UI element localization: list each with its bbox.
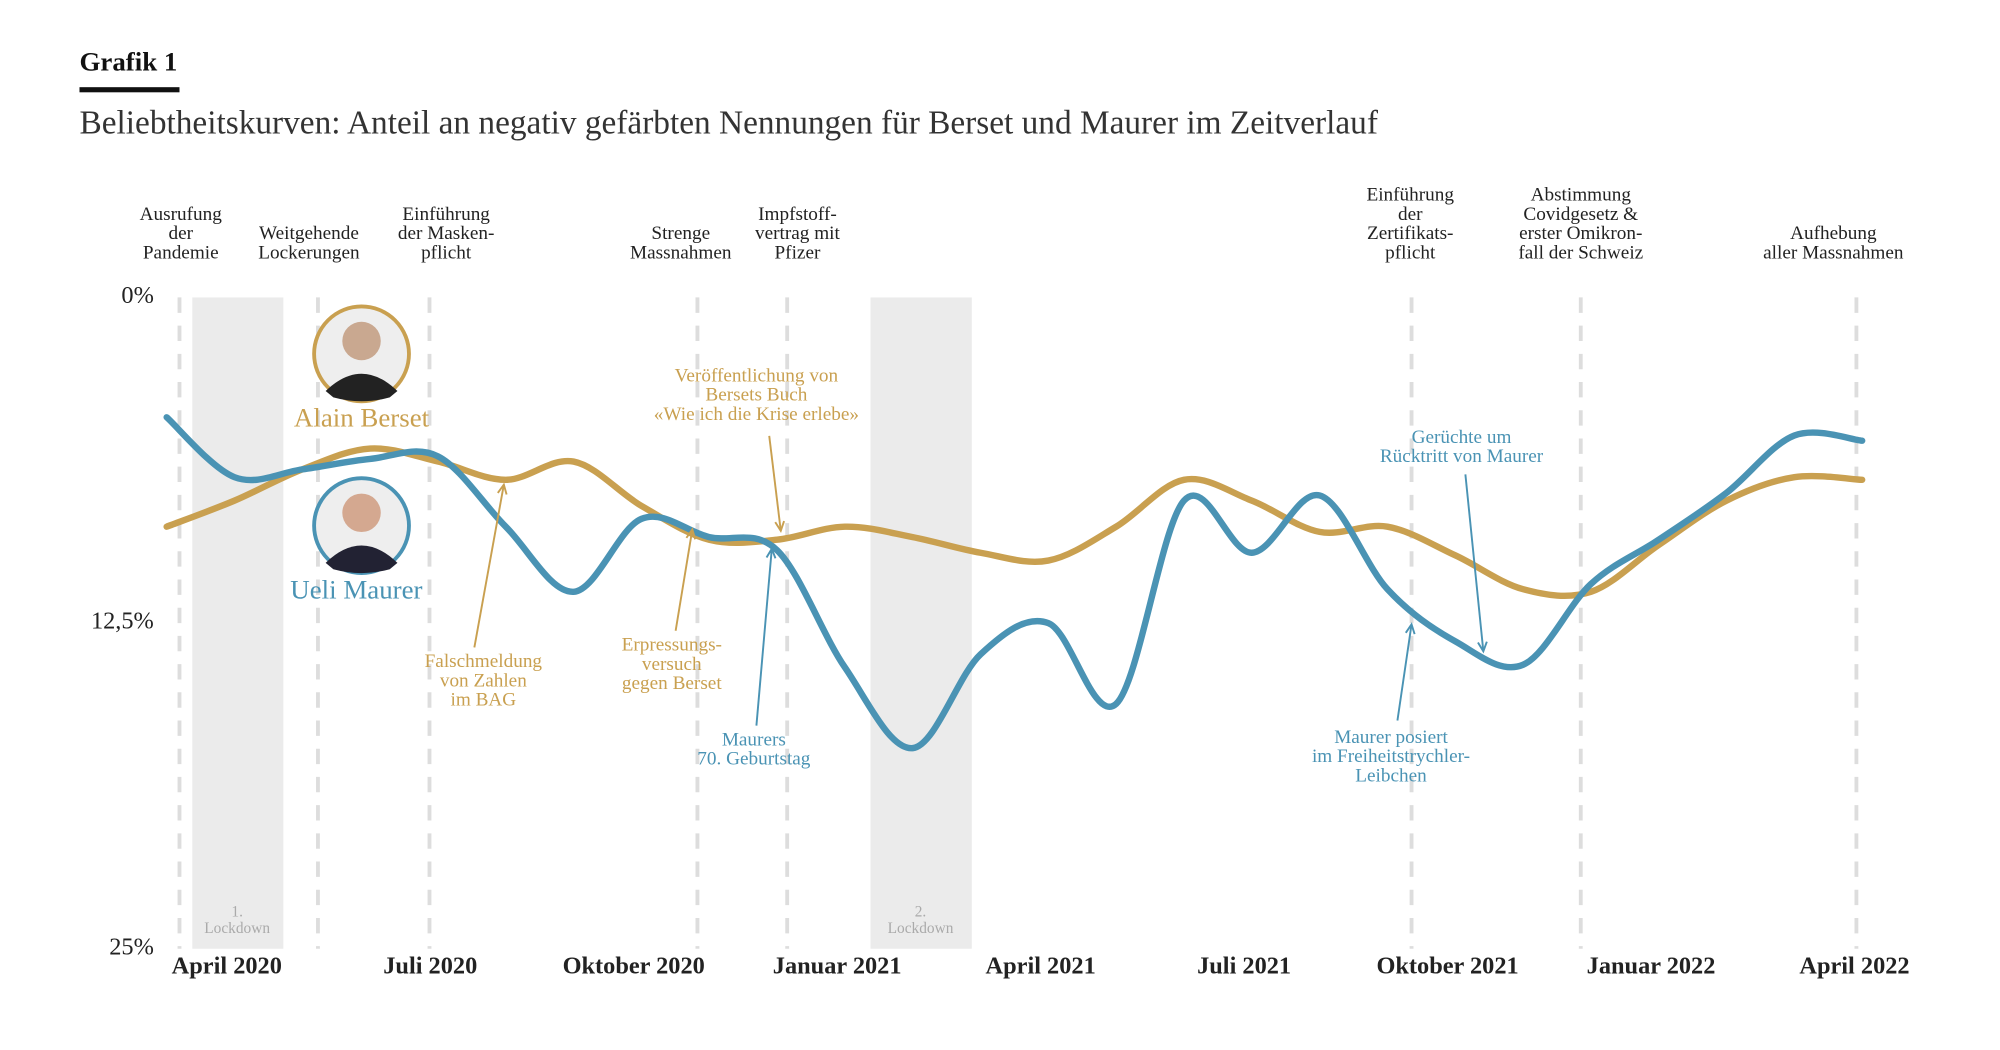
event-label: Ausrufung [140, 204, 223, 225]
annotation: Erpressungs- [622, 635, 722, 656]
arrow-head [1477, 641, 1488, 654]
portrait-maurer [312, 476, 411, 575]
event-label: der [1398, 204, 1423, 225]
event-label: Massnahmen [630, 242, 732, 263]
event-label: der [168, 223, 193, 244]
labels: AusrufungderPandemieWeitgehendeLockerung… [91, 185, 1910, 980]
lockdown-area [192, 297, 284, 949]
series-lines [163, 414, 1866, 752]
x-tick-label: April 2021 [986, 953, 1096, 980]
x-tick-label: Januar 2022 [1587, 953, 1716, 980]
annotation-arrow [674, 529, 694, 631]
event-label: fall der Schweiz [1518, 242, 1643, 263]
event-label: erster Omikron- [1519, 223, 1642, 244]
chart-title: Beliebtheitskurven: Anteil an negativ ge… [79, 104, 1378, 141]
arrow-head [685, 527, 697, 540]
annotation-arrow [473, 484, 505, 648]
annotation: versuch [642, 654, 702, 675]
event-label: der Masken- [398, 223, 495, 244]
annotation: Maurers [722, 729, 786, 750]
y-tick-label: 12,5% [91, 608, 154, 635]
annotation: 70. Geburtstag [697, 749, 811, 770]
annotation: im BAG [450, 690, 516, 711]
x-tick-label: April 2022 [1799, 953, 1909, 980]
label-underline [79, 87, 180, 93]
series-label: Ueli Maurer [290, 574, 422, 604]
annotation-arrow [768, 435, 782, 531]
event-label: Pandemie [143, 242, 219, 263]
annotation: Gerüchte um [1412, 427, 1512, 448]
event-label: Einführung [1366, 185, 1454, 206]
x-tick-label: April 2020 [172, 953, 282, 980]
arrow-head [497, 482, 508, 495]
event-label: Einführung [402, 204, 490, 225]
event-label: aller Massnahmen [1763, 242, 1904, 263]
annotation: von Zahlen [440, 670, 527, 691]
series-label: Alain Berset [294, 403, 430, 433]
annotation: Leibchen [1355, 765, 1427, 786]
event-label: Aufhebung [1790, 223, 1877, 244]
event-label: vertrag mit [755, 223, 841, 244]
arrow-head [765, 546, 777, 559]
event-label: pflicht [1385, 242, 1436, 263]
event-label: Pfizer [774, 242, 820, 263]
annotation: im Freiheitstrychler- [1312, 746, 1470, 767]
x-tick-label: Juli 2021 [1197, 953, 1291, 980]
annotation: Maurer posiert [1334, 727, 1448, 748]
event-label: Zertifikats- [1367, 223, 1453, 244]
event-lines [177, 297, 1859, 949]
event-label: Weitgehende [259, 223, 359, 244]
annotation: gegen Berset [622, 673, 722, 694]
annotation: Veröffentlichung von [675, 365, 839, 386]
annotation: Rücktritt von Maurer [1380, 446, 1544, 467]
arrow-head [774, 520, 785, 533]
annotation: Falschmeldung [425, 651, 543, 672]
x-tick-label: Juli 2020 [383, 953, 477, 980]
lockdown-label: 2. [915, 903, 927, 920]
lockdown-label: Lockdown [204, 920, 270, 937]
portrait-berset [312, 304, 411, 404]
event-label: Lockerungen [258, 242, 360, 263]
event-label: pflicht [421, 242, 472, 263]
event-label: Abstimmung [1531, 185, 1632, 206]
x-tick-label: Oktober 2021 [1376, 953, 1518, 980]
arrow-head [1404, 622, 1416, 635]
event-label: Impfstoff- [758, 204, 837, 225]
lockdown-label: Lockdown [888, 920, 954, 937]
annotation-arrow [755, 548, 773, 726]
lockdown-area [870, 297, 972, 949]
y-tick-label: 0% [121, 282, 153, 309]
annotation-arrow [1396, 624, 1413, 721]
x-tick-label: Januar 2021 [773, 953, 902, 980]
y-tick-label: 25% [109, 933, 154, 960]
lockdown-label: 1. [231, 903, 243, 920]
annotation-arrow [1464, 474, 1485, 652]
annotation: «Wie ich die Krise erlebe» [654, 404, 859, 425]
series-line [163, 414, 1866, 752]
event-label: Covidgesetz & [1523, 204, 1638, 225]
chart-label: Grafik 1 [79, 46, 177, 76]
x-tick-label: Oktober 2020 [563, 953, 705, 980]
annotation: Bersets Buch [705, 385, 807, 406]
event-label: Strenge [651, 223, 710, 244]
